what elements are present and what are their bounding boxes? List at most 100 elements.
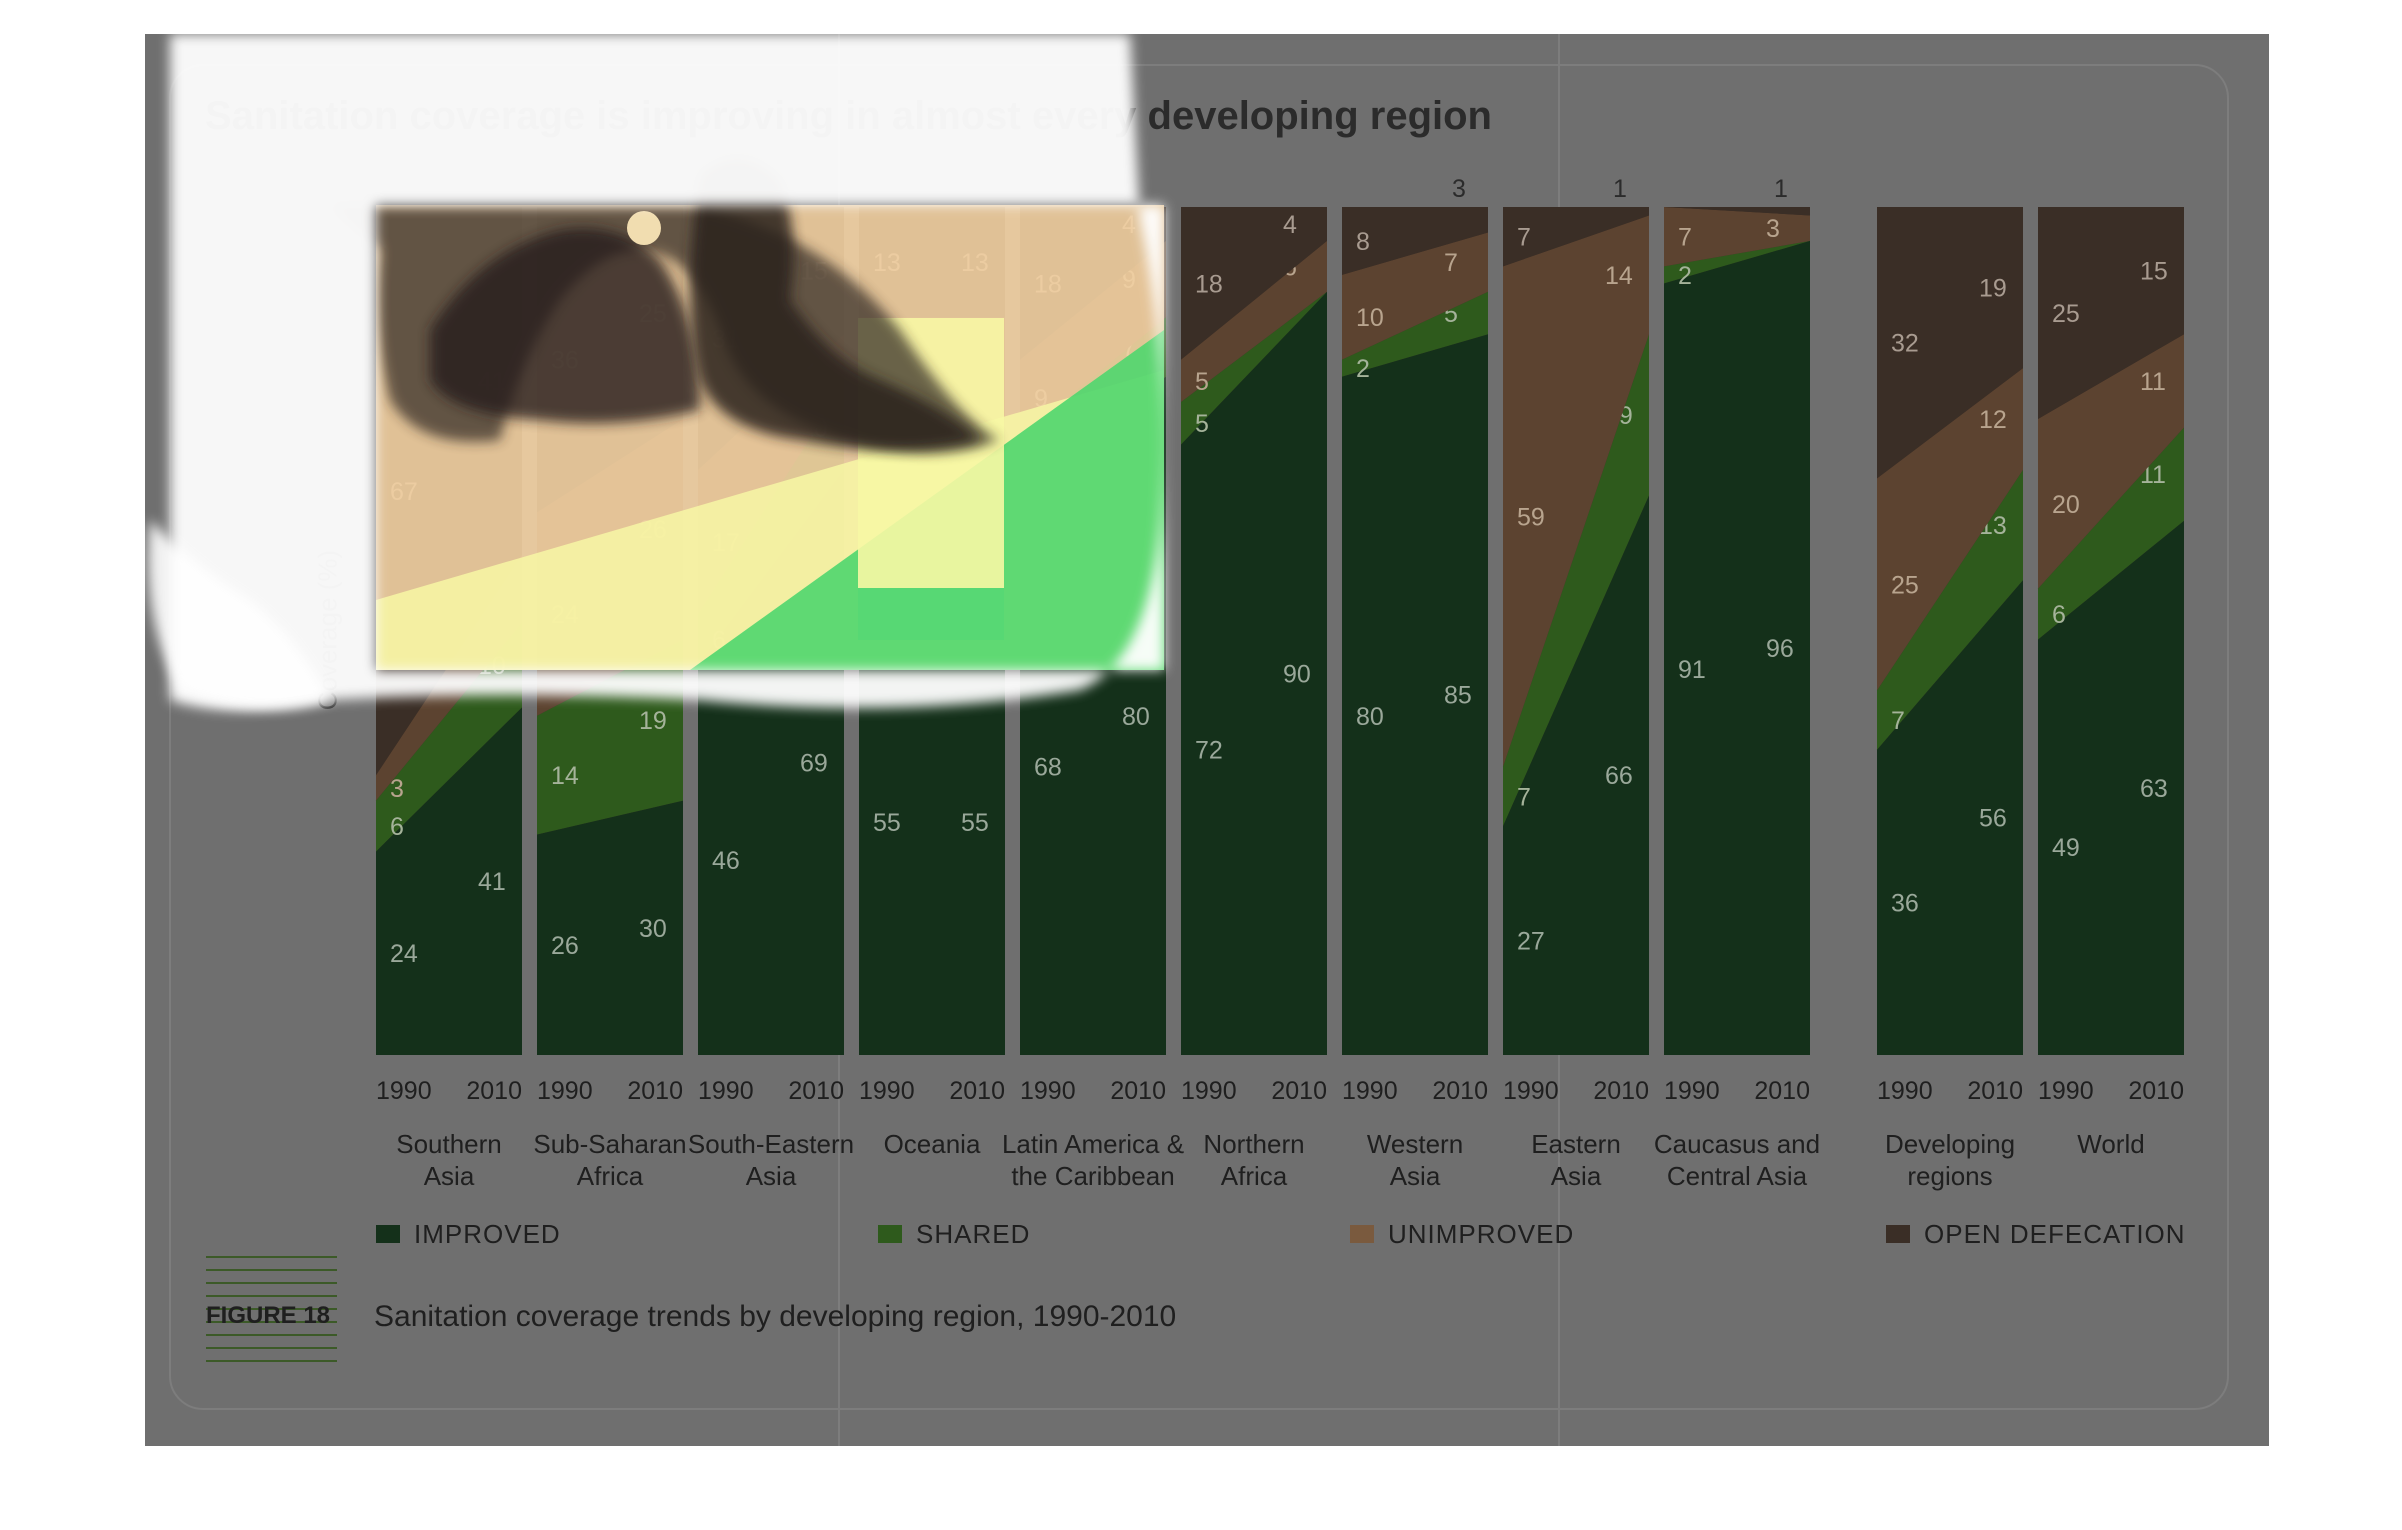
- region-name: Latin America &: [1002, 1129, 1184, 1159]
- legend-item-unimproved: UNIMPROVED: [1350, 1218, 1574, 1250]
- data-label: 7: [1517, 783, 1531, 811]
- figure-frame: [169, 64, 2229, 1410]
- data-label: 14: [1605, 262, 1633, 290]
- region-name: World: [2077, 1129, 2144, 1159]
- x-tick-label: 1990: [2038, 1077, 2094, 1105]
- region-name: Northern: [1203, 1129, 1304, 1159]
- region-name: Asia: [1390, 1161, 1441, 1191]
- x-tick-label: 2010: [949, 1077, 1005, 1105]
- data-label: 3: [390, 775, 404, 803]
- data-label: 36: [551, 347, 579, 375]
- data-label: 13: [961, 249, 989, 277]
- data-label: 36: [1891, 889, 1919, 917]
- area-unimproved: [1877, 368, 2023, 691]
- data-label: 24: [551, 601, 579, 629]
- area-open-defecation: [1342, 207, 1488, 275]
- region-panel-sub-saharan-africa: 26 30 14 19 24 26 36 25 1990 2010 Sub-SaharanAfric…: [533, 207, 687, 1191]
- data-label: 25: [2052, 300, 2080, 328]
- x-tick-label: 2010: [627, 1077, 683, 1105]
- figure-label: FIGURE 18: [206, 1302, 331, 1329]
- area-shared: [1664, 240, 1810, 284]
- legend-label: IMPROVED: [414, 1218, 561, 1249]
- area-shared: [1503, 334, 1649, 827]
- area-improved: [2038, 520, 2184, 1055]
- x-tick-label: 2010: [1271, 1077, 1327, 1105]
- legend-item-shared: SHARED: [878, 1218, 1030, 1250]
- x-tick-label: 2010: [788, 1077, 844, 1105]
- region-panel-southern-asia: 244161038674119902010SouthernAsia: [376, 207, 522, 1191]
- data-label: 32: [1891, 330, 1919, 358]
- area-improved: [1342, 334, 1488, 1055]
- data-label: 3: [1766, 215, 1780, 243]
- x-tick-label: 2010: [1432, 1077, 1488, 1105]
- area-shared: [1877, 469, 2023, 750]
- data-label: 56: [1979, 805, 2007, 833]
- legend-item-improved: IMPROVED: [376, 1218, 561, 1250]
- legend-label: OPEN DEFECATION: [1924, 1218, 2186, 1249]
- data-label: 7: [1891, 707, 1905, 735]
- area-unimproved: [1503, 215, 1649, 767]
- data-label: 9: [1034, 385, 1048, 413]
- data-label: 67: [390, 478, 418, 506]
- region-panel-eastern-asia: 276671959147119902010EasternAsia: [1503, 175, 1649, 1191]
- data-label: 26: [551, 932, 579, 960]
- area-open-defecation: [1877, 207, 2023, 479]
- data-label: 63: [2140, 775, 2168, 803]
- x-tick-label: 1990: [537, 1077, 593, 1105]
- x-tick-label: 2010: [2128, 1077, 2184, 1105]
- data-label: 25: [639, 300, 667, 328]
- legend-item-open-defecation: OPEN DEFECATION: [1886, 1218, 2186, 1250]
- legend-label: SHARED: [916, 1218, 1031, 1249]
- area-unimproved: [1664, 207, 1810, 267]
- data-label: 68: [1034, 754, 1062, 782]
- area-open-defecation: [2038, 207, 2184, 419]
- region-panel-oceania: 55 55 32 32 13 13 1990 2010 Oceania: [859, 207, 1005, 1159]
- region-name: Developing: [1885, 1129, 2015, 1159]
- data-label: 41: [478, 368, 506, 396]
- data-label: 55: [873, 809, 901, 837]
- data-label: 5: [1195, 368, 1209, 396]
- data-label: 15: [2140, 258, 2168, 286]
- x-tick-label: 1990: [1020, 1077, 1076, 1105]
- data-label: 96: [1766, 635, 1794, 663]
- x-tick-label: 1990: [1342, 1077, 1398, 1105]
- data-label: 5: [1034, 444, 1048, 472]
- area-unimproved: [2038, 334, 2184, 589]
- data-label: 13: [873, 249, 901, 277]
- data-label: 19: [1979, 275, 2007, 303]
- figure-decoration-lines: [206, 1256, 337, 1374]
- data-label: 30: [639, 915, 667, 943]
- data-label: 11: [2140, 368, 2166, 396]
- area-improved: [1503, 495, 1649, 1055]
- region-name: Oceania: [884, 1129, 981, 1159]
- area-improved: [1877, 580, 2023, 1055]
- data-label: 2: [1356, 355, 1370, 383]
- data-label: 32: [873, 440, 901, 468]
- x-tick-label: 1990: [376, 1077, 432, 1105]
- data-label: 18: [1195, 270, 1223, 298]
- region-name: the Caribbean: [1011, 1161, 1174, 1191]
- data-label: 19: [639, 707, 667, 735]
- data-label: 25: [1891, 571, 1919, 599]
- area-improved: [1664, 240, 1810, 1056]
- data-label: 8: [1356, 228, 1370, 256]
- data-label: 49: [2052, 834, 2080, 862]
- x-tick-label: 1990: [1181, 1077, 1237, 1105]
- data-label: 20: [2052, 491, 2080, 519]
- data-label: 59: [1517, 504, 1545, 532]
- data-label: 18: [1034, 270, 1062, 298]
- data-label: 69: [800, 749, 828, 777]
- legend-swatch-improved: [376, 1225, 400, 1243]
- area-open-defecation: [1181, 207, 1327, 360]
- x-tick-label: 1990: [1664, 1077, 1720, 1105]
- area-open-defecation: [1664, 207, 1810, 216]
- data-label: 80: [1356, 703, 1384, 731]
- data-label: 80: [1122, 703, 1150, 731]
- legend-swatch-unimproved: [1350, 1225, 1374, 1243]
- region-name: Southern: [396, 1129, 502, 1159]
